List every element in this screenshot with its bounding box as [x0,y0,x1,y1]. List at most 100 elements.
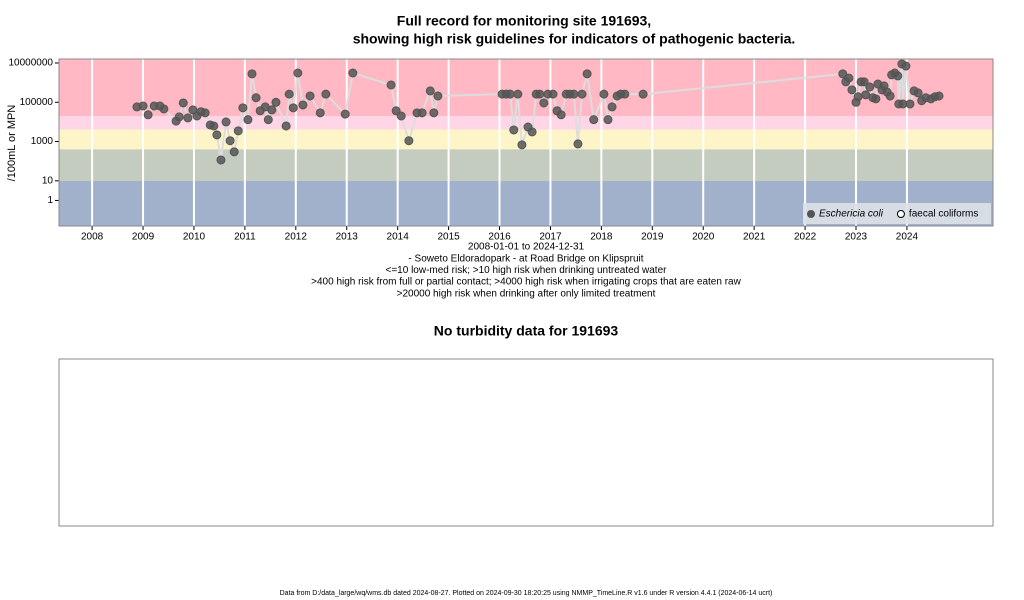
data-point [315,108,325,118]
data-point [893,71,903,81]
data-point [159,104,169,114]
data-point [243,115,253,125]
x-tick-label: 2018 [590,232,613,243]
data-point [340,109,350,119]
data-point [527,127,537,137]
data-point [934,91,944,101]
data-point [582,69,592,79]
footer: Data from D:/data_large/wq/wms.db dated … [280,590,773,597]
x-tick-label: 2020 [692,232,715,243]
data-point [321,89,331,99]
data-point [865,82,875,92]
data-point [569,89,579,99]
data-point [396,111,406,121]
x-tick-label: 2023 [845,232,868,243]
data-point [348,68,358,78]
caption: >400 high risk from full or partial cont… [311,277,741,288]
data-point [221,117,231,127]
data-point [200,108,210,118]
legend-marker [896,210,905,218]
risk-band [59,149,993,181]
data-point [838,69,848,79]
data-point [607,102,617,112]
risk-band [59,116,993,130]
data-point [429,108,439,118]
y-axis-label: /100mL or MPN [6,105,18,182]
y-tick-label: 100000 [20,97,54,108]
data-point [505,89,515,99]
data-point [901,61,911,71]
data-point [238,103,248,113]
y-tick-label: 10000000 [9,58,54,69]
x-tick-label: 2022 [794,232,817,243]
data-point [288,103,298,113]
data-point [638,89,648,99]
data-point [603,115,613,125]
x-tick-label: 2014 [387,232,410,243]
caption: <=10 low-med risk; >10 high risk when dr… [386,265,668,276]
data-point [905,99,915,109]
chart-title: showing high risk guidelines for indicat… [353,31,796,47]
data-point [143,110,153,120]
caption: 2008-01-01 to 2024-12-31 [468,242,585,253]
data-point [844,73,854,83]
y-tick-label: 1 [47,195,53,206]
data-point [386,80,396,90]
data-point [209,121,219,131]
x-tick-label: 2016 [488,232,511,243]
legend-label: Eschericia coli [819,209,884,220]
x-tick-label: 2008 [81,232,104,243]
data-point [284,89,294,99]
data-point [281,121,291,131]
data-point [293,68,303,78]
data-point [425,86,435,96]
data-point [535,89,545,99]
empty-plot-frame [58,358,994,527]
x-tick-label: 2010 [183,232,206,243]
y-tick-label: 1000 [31,136,54,147]
data-point [138,101,148,111]
chart-title: Full record for monitoring site 191693, [397,13,651,29]
x-tick-label: 2011 [234,232,256,243]
data-point [620,89,630,99]
legend-label: faecal coliforms [909,209,978,220]
data-point [871,94,881,104]
x-tick-label: 2017 [539,232,562,243]
x-tick-label: 2012 [285,232,308,243]
x-tick-label: 2024 [896,232,919,243]
data-point [556,110,566,120]
risk-band [59,59,993,117]
risk-band [59,129,993,150]
data-point [573,139,583,149]
data-point [913,88,923,98]
data-point [298,100,308,110]
data-point [509,125,519,135]
data-point [247,69,257,79]
data-point [599,89,609,99]
x-tick-label: 2013 [336,232,359,243]
data-point [305,91,315,101]
data-point [539,98,549,108]
x-tick-label: 2009 [132,232,155,243]
data-point [216,155,226,165]
data-point [263,115,273,125]
data-point [885,91,895,101]
data-point [548,89,558,99]
data-point [859,77,869,87]
data-point [577,89,587,99]
data-point [589,115,599,125]
caption: - Soweto Eldoradopark - at Road Bridge o… [408,253,643,264]
data-point [178,98,188,108]
data-point [183,113,193,123]
data-point [233,126,243,136]
data-point [847,85,857,95]
data-point [174,112,184,122]
data-point [853,92,863,102]
x-tick-label: 2021 [743,232,766,243]
data-point [513,89,523,99]
data-point [271,97,281,107]
data-point [188,105,198,115]
caption: >20000 high risk when drinking after onl… [397,288,656,299]
x-tick-label: 2019 [641,232,664,243]
